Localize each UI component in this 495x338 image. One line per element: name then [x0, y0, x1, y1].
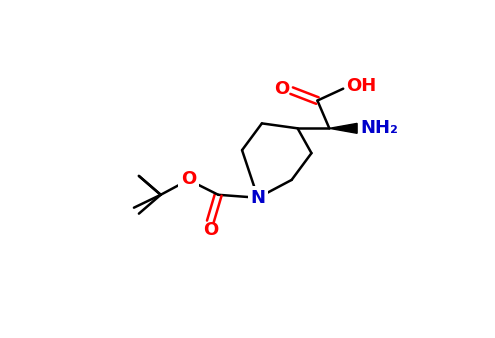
Text: O: O	[202, 221, 218, 240]
Text: NH₂: NH₂	[360, 119, 398, 137]
Text: O: O	[181, 170, 196, 188]
Polygon shape	[329, 123, 357, 133]
Text: N: N	[250, 189, 265, 207]
Text: O: O	[274, 80, 290, 98]
Text: OH: OH	[346, 77, 376, 95]
